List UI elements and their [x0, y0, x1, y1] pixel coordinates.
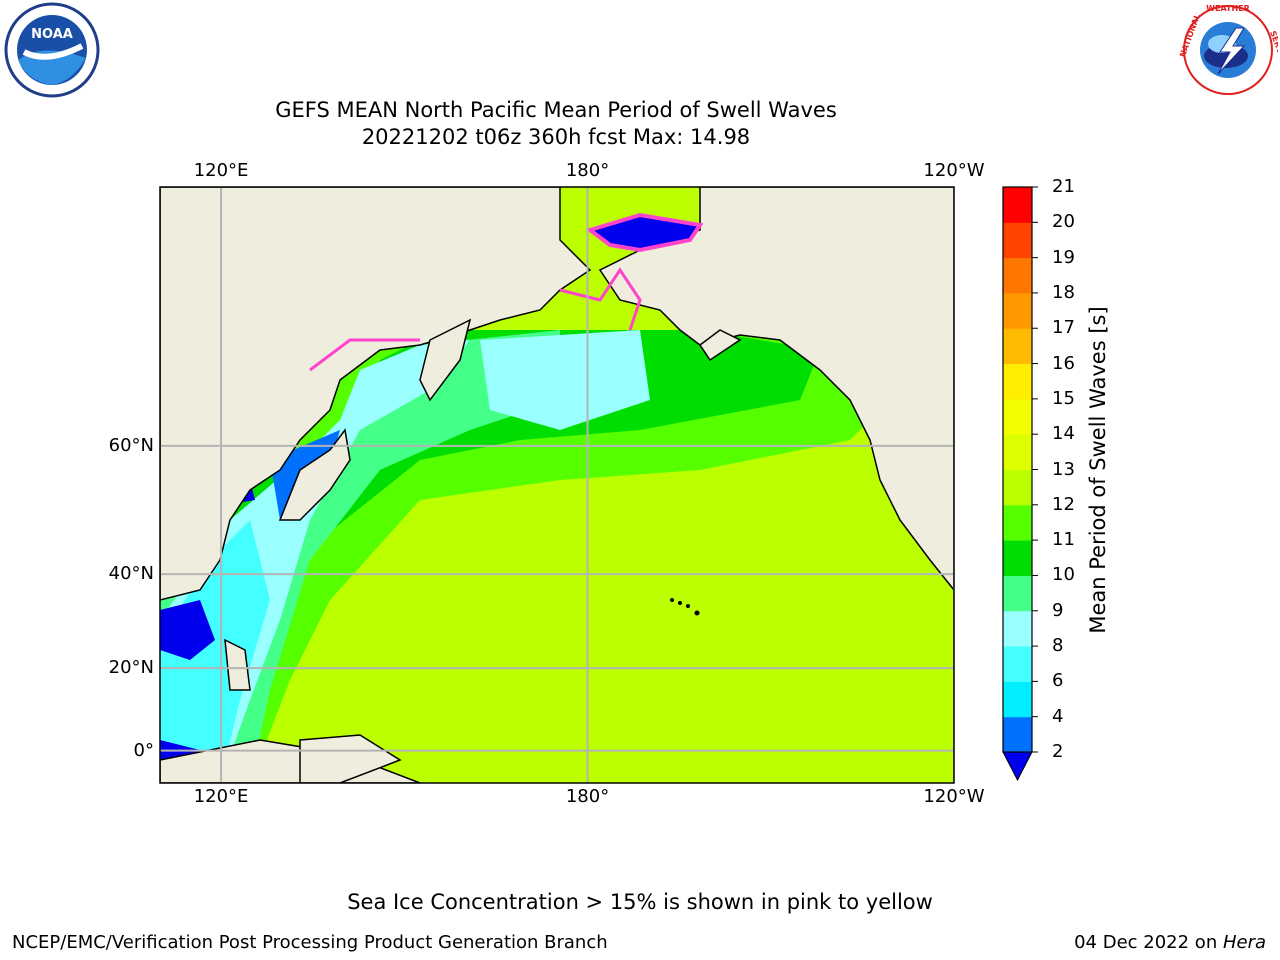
svg-text:WEATHER: WEATHER — [1206, 4, 1250, 13]
lat-tick-label: 40°N — [108, 563, 154, 585]
map-gridlines — [160, 187, 954, 783]
footer-date-text: 04 Dec 2022 on — [1074, 932, 1223, 953]
map-frame — [159, 186, 955, 784]
colorbar-tick-label: 10 — [1052, 564, 1075, 586]
colorbar-tick-label: 8 — [1052, 635, 1064, 657]
colorbar-label: Mean Period of Swell Waves [s] — [1086, 306, 1110, 634]
colorbar-band — [1003, 504, 1032, 541]
lon-tick-label: 120°W — [923, 160, 985, 181]
colorbar-band — [1003, 575, 1032, 612]
lon-tick-label: 120°E — [193, 160, 249, 181]
colorbar-band — [1003, 398, 1032, 435]
colorbar-tick-label: 14 — [1052, 423, 1075, 445]
chart-title: GEFS MEAN North Pacific Mean Period of S… — [275, 98, 837, 122]
colorbar-band — [1003, 292, 1032, 329]
swell-band-6-8 — [160, 520, 270, 783]
ice-note: Sea Ice Concentration > 15% is shown in … — [347, 890, 933, 914]
colorbar-extend-min — [1002, 751, 1033, 782]
colorbar-band — [1003, 610, 1032, 647]
hawaii-islands — [670, 598, 700, 616]
swell-minimum-south-china — [160, 600, 215, 660]
footer-machine: Hera — [1222, 932, 1266, 953]
colorbar-tick-label: 2 — [1052, 741, 1064, 762]
colorbar-tick-label: 11 — [1052, 529, 1075, 551]
lon-tick-label: 180° — [565, 786, 610, 807]
colorbar-band — [1003, 540, 1032, 576]
lon-tick-label: 180° — [565, 160, 610, 181]
colorbar-band — [1003, 716, 1032, 753]
noaa-logo: NOAA — [4, 2, 100, 98]
colorbar-tick-label: 17 — [1052, 317, 1075, 339]
colorbar-tick-label: 12 — [1052, 493, 1075, 515]
lat-tick-label: 20°N — [108, 657, 154, 679]
colorbar-tick-label: 21 — [1052, 176, 1075, 197]
colorbar-tick-label: 20 — [1052, 211, 1075, 233]
colorbar-band — [1003, 187, 1032, 223]
colorbar-tick-label: 6 — [1052, 670, 1064, 692]
lon-tick-label: 120°E — [193, 786, 249, 807]
noaa-logo-text: NOAA — [31, 27, 73, 42]
swell-bering-sea — [480, 330, 650, 430]
colorbar-band — [1003, 681, 1032, 718]
colorbar-band — [1003, 646, 1032, 682]
colorbar-band — [1003, 222, 1032, 259]
colorbar-band — [1003, 363, 1032, 400]
colorbar-tick-label: 16 — [1052, 352, 1075, 374]
colorbar-band — [1003, 328, 1032, 365]
colorbar-tick-label: 19 — [1052, 246, 1075, 268]
colorbar-tick-label: 9 — [1052, 599, 1064, 621]
colorbar-tick-label: 4 — [1052, 705, 1064, 727]
sea-ice-okhotsk — [309, 338, 420, 372]
chart-subtitle: 20221202 t06z 360h fcst Max: 14.98 — [361, 125, 751, 149]
colorbar-tick-label: 15 — [1052, 387, 1075, 409]
footer-date: 04 Dec 2022 on Hera — [1074, 932, 1266, 953]
colorbar-tick-label: 18 — [1052, 281, 1075, 303]
lon-tick-label: 120°W — [923, 786, 985, 807]
colorbar-tick-label: 13 — [1052, 458, 1075, 480]
colorbar-band — [1003, 434, 1032, 470]
colorbar-band — [1003, 469, 1032, 506]
footer-branch: NCEP/EMC/Verification Post Processing Pr… — [12, 932, 608, 953]
colorbar-band — [1003, 257, 1032, 294]
lat-tick-label: 60°N — [108, 434, 154, 456]
land-north-america — [598, 187, 954, 592]
sea-ice-chukchi — [585, 212, 704, 253]
nws-logo: WEATHER NATIONAL SERVICE — [1178, 4, 1278, 96]
lat-tick-label: 0° — [133, 739, 154, 761]
